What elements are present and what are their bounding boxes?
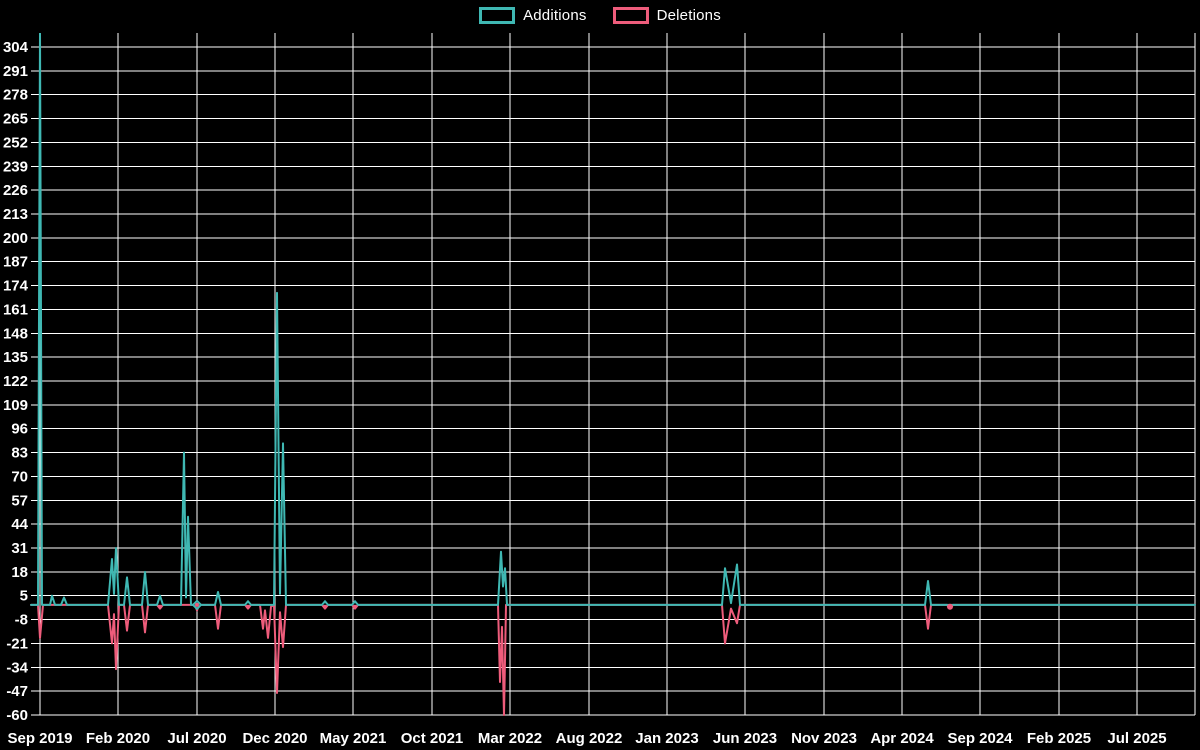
svg-text:265: 265	[3, 111, 28, 128]
svg-text:-34: -34	[6, 659, 28, 676]
deletion-point-marker	[246, 604, 250, 609]
svg-text:Feb 2020: Feb 2020	[86, 730, 150, 747]
svg-text:135: 135	[3, 349, 28, 366]
svg-text:278: 278	[3, 87, 28, 104]
deletion-point-marker	[353, 604, 357, 609]
svg-text:May 2021: May 2021	[320, 730, 387, 747]
svg-text:Aug 2022: Aug 2022	[556, 730, 623, 747]
legend-label-additions: Additions	[523, 7, 587, 24]
svg-text:-21: -21	[6, 635, 28, 652]
legend-item-deletions[interactable]: Deletions	[612, 7, 721, 24]
svg-text:Feb 2025: Feb 2025	[1027, 730, 1091, 747]
svg-text:148: 148	[3, 325, 28, 342]
svg-text:Dec 2020: Dec 2020	[242, 730, 307, 747]
additions-swatch-icon	[479, 7, 516, 24]
svg-text:-8: -8	[15, 612, 28, 629]
svg-text:252: 252	[3, 134, 28, 151]
svg-text:-60: -60	[6, 707, 28, 724]
svg-text:226: 226	[3, 182, 28, 199]
svg-text:213: 213	[3, 206, 28, 223]
gridlines	[31, 33, 1196, 716]
deletion-point-marker	[323, 604, 327, 609]
svg-text:Apr 2024: Apr 2024	[870, 730, 934, 747]
svg-text:18: 18	[11, 564, 28, 581]
svg-text:83: 83	[11, 445, 28, 462]
svg-text:-47: -47	[6, 683, 28, 700]
svg-text:Jun 2023: Jun 2023	[713, 730, 777, 747]
svg-text:57: 57	[11, 492, 28, 509]
svg-text:200: 200	[3, 230, 28, 247]
y-axis-labels: 304 291 278 265 252 239 226 213 200 187 174 161 148 1…	[3, 39, 29, 724]
svg-text:Jul 2025: Jul 2025	[1107, 730, 1166, 747]
deletions-swatch-icon	[612, 7, 649, 24]
deletion-point-marker	[947, 603, 953, 610]
svg-text:Sep 2019: Sep 2019	[7, 730, 72, 747]
svg-text:109: 109	[3, 397, 28, 414]
deletion-point-marker	[195, 602, 199, 607]
svg-text:187: 187	[3, 254, 28, 271]
svg-text:44: 44	[11, 516, 28, 533]
svg-text:239: 239	[3, 158, 28, 175]
svg-text:Nov 2023: Nov 2023	[791, 730, 857, 747]
legend: Additions Deletions	[0, 7, 1200, 24]
series-lines	[30, 33, 1196, 716]
svg-text:122: 122	[3, 373, 28, 390]
x-axis-labels: Sep 2019 Feb 2020 Jul 2020 Dec 2020 May 2021…	[7, 730, 1166, 747]
svg-text:Sep 2024: Sep 2024	[947, 730, 1013, 747]
svg-text:31: 31	[11, 540, 28, 557]
legend-item-additions[interactable]: Additions	[479, 7, 587, 24]
svg-text:Jan 2023: Jan 2023	[635, 730, 698, 747]
deletion-point-marker	[158, 604, 162, 609]
svg-text:70: 70	[11, 468, 28, 485]
svg-text:Oct 2021: Oct 2021	[401, 730, 464, 747]
svg-text:291: 291	[3, 63, 28, 80]
svg-text:Jul 2020: Jul 2020	[167, 730, 226, 747]
svg-text:96: 96	[11, 421, 28, 438]
svg-text:5: 5	[20, 588, 28, 605]
svg-text:304: 304	[3, 39, 29, 56]
svg-text:161: 161	[3, 301, 28, 318]
svg-text:Mar 2022: Mar 2022	[478, 730, 542, 747]
svg-text:174: 174	[3, 278, 29, 295]
point-markers	[158, 599, 953, 611]
deletions-line	[30, 603, 1196, 716]
legend-label-deletions: Deletions	[656, 7, 721, 24]
